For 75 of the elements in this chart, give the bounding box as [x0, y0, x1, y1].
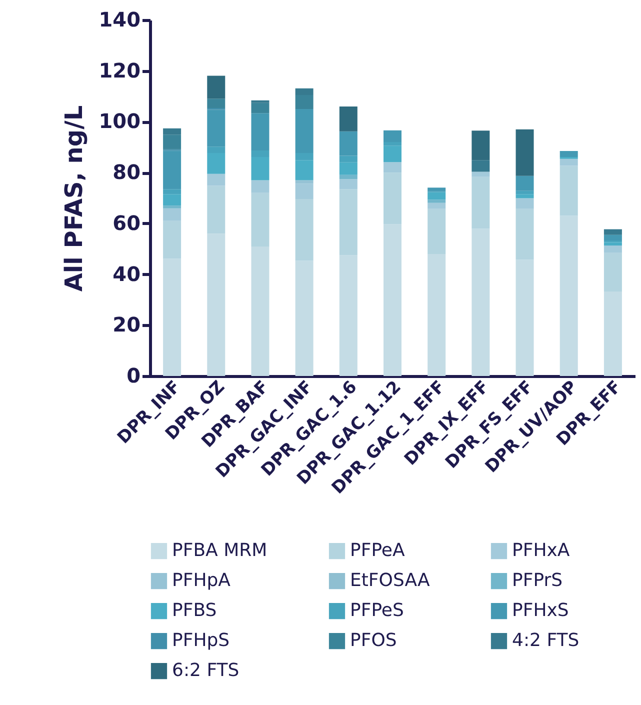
bar	[604, 229, 622, 235]
bar	[560, 158, 578, 166]
legend-label: 4:2 FTS	[512, 630, 580, 651]
legend-label: PFPrS	[512, 570, 563, 591]
bar	[339, 255, 358, 376]
bar	[384, 224, 402, 376]
legend-label: PFHpS	[172, 630, 230, 651]
bar	[163, 208, 182, 221]
legend-label: PFOS	[350, 630, 397, 651]
bar	[472, 130, 490, 160]
bar	[428, 202, 446, 209]
y-axis-title: All PFAS, ng/L	[60, 105, 88, 292]
bar	[428, 192, 446, 200]
bar	[472, 172, 490, 177]
y-tick-label: 20	[112, 312, 140, 337]
bar	[516, 129, 534, 176]
y-tick-label: 40	[112, 262, 140, 286]
bar	[295, 260, 314, 376]
legend-label: PFPeS	[350, 600, 404, 621]
bar	[472, 176, 490, 229]
bar	[384, 162, 402, 173]
bar	[163, 220, 182, 259]
bar	[604, 292, 622, 376]
bar	[472, 160, 490, 172]
bar	[339, 106, 358, 132]
legend-label: PFBS	[172, 600, 217, 621]
bar	[560, 216, 578, 376]
bar	[207, 76, 226, 99]
y-tick-label: 100	[98, 109, 140, 134]
legend-label: 6:2 FTS	[172, 660, 240, 681]
y-tick-label: 80	[112, 160, 140, 184]
legend-label: PFBA MRM	[172, 540, 268, 561]
legend-label: PFHxS	[512, 600, 569, 621]
bar	[384, 146, 402, 162]
bar	[251, 180, 270, 193]
bar	[384, 130, 402, 142]
bar	[604, 246, 622, 253]
bar	[295, 199, 314, 261]
bar	[295, 180, 314, 184]
bar	[428, 208, 446, 254]
bar	[604, 234, 622, 240]
legend-label: PFHxA	[512, 540, 570, 561]
bar	[516, 208, 534, 260]
bar	[207, 234, 226, 376]
bar	[560, 166, 578, 216]
bar	[428, 254, 446, 376]
bar	[339, 179, 358, 190]
bar	[339, 189, 358, 256]
y-tick-label: 120	[98, 58, 140, 82]
y-tick-label: 60	[112, 210, 140, 235]
legend-label: PFPeA	[350, 540, 406, 561]
bar	[207, 186, 226, 234]
bar	[604, 252, 622, 292]
bar	[251, 102, 270, 114]
bar	[295, 184, 314, 200]
bar	[384, 172, 402, 224]
legend-label: PFHpA	[172, 570, 232, 591]
bar	[339, 174, 358, 180]
bar	[604, 242, 622, 246]
bar	[251, 192, 270, 247]
legend-label: EtFOSAA	[350, 570, 431, 591]
bar	[251, 246, 270, 376]
bar	[163, 206, 182, 208]
bar	[163, 258, 182, 376]
y-tick-label: 140	[98, 8, 140, 32]
bar	[207, 98, 226, 108]
bar	[560, 150, 578, 158]
bar	[516, 176, 534, 191]
bar	[472, 228, 490, 376]
bar	[516, 198, 534, 209]
bar	[207, 174, 226, 186]
bar	[516, 194, 534, 198]
bar	[428, 188, 446, 192]
bar	[428, 200, 446, 203]
bar	[516, 260, 534, 376]
